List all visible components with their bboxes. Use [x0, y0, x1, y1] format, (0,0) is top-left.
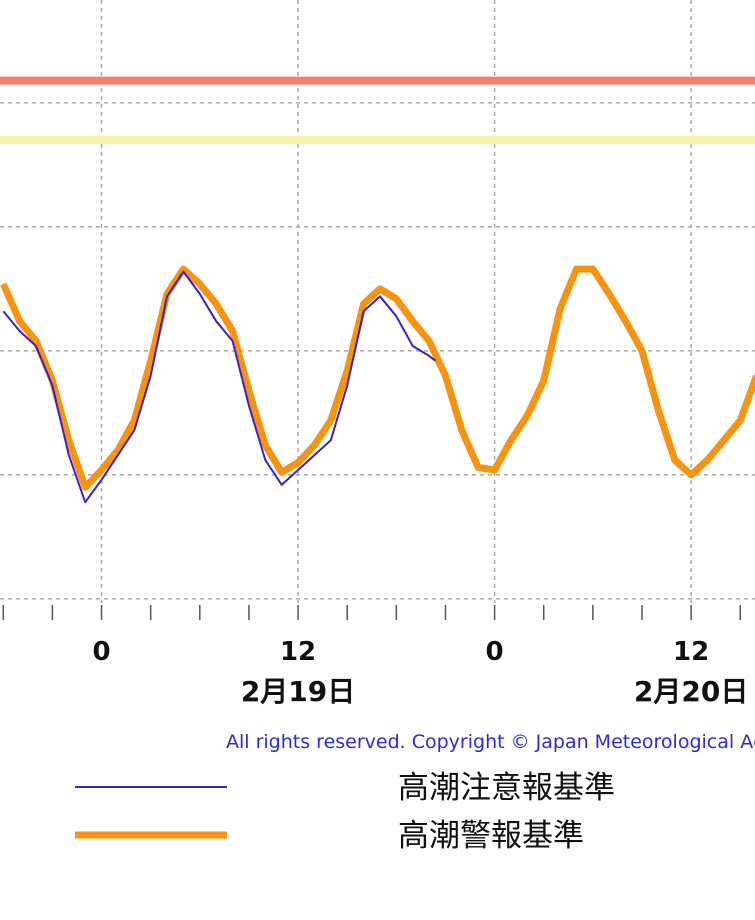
legend-label: 高潮注意報基準 [398, 770, 615, 806]
plot-area [0, 76, 755, 504]
series-line [2, 270, 437, 504]
x-tick-label: 12 [280, 637, 316, 667]
x-axis: 0 12 0 12 2月19日 2月20日 [2, 605, 748, 708]
date-label: 2月20日 [634, 675, 748, 708]
legend-label: 高潮警報基準 [398, 818, 584, 854]
copyright: All rights reserved. Copyright © Japan M… [226, 731, 755, 753]
x-tick-label: 0 [92, 637, 110, 667]
x-tick-label: 12 [673, 637, 709, 667]
x-tick-label: 0 [486, 637, 504, 667]
date-label: 2月19日 [241, 675, 355, 708]
series-line [0, 265, 755, 491]
grid [0, 0, 755, 603]
